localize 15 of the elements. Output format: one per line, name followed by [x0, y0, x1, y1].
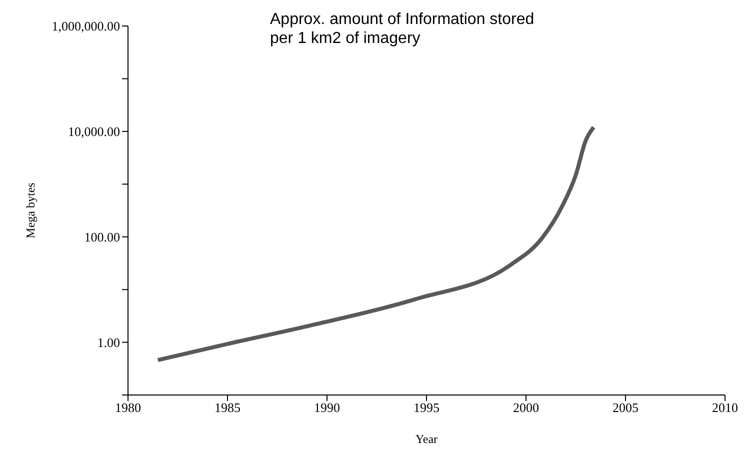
x-tick-label: 1995: [414, 400, 440, 416]
x-tick-label: 2000: [513, 400, 539, 416]
y-tick-label: 1,000,000.00: [52, 18, 120, 34]
line-series: [156, 125, 596, 362]
y-tick-label: 100.00: [84, 229, 120, 244]
x-tick-label: 1990: [314, 400, 340, 416]
x-axis-title: Year: [415, 432, 438, 446]
y-axis-title: Mega bytes: [23, 182, 38, 238]
y-tick-label: 10,000.00: [68, 124, 120, 140]
x-tick-label: 1980: [115, 400, 141, 416]
x-tick-label: 2005: [612, 400, 638, 416]
y-tick-label: 1.00: [97, 334, 120, 350]
x-tick-label: 2010: [712, 400, 738, 416]
chart-title: Approx. amount of Information stored per 1 km2 of imagery: [270, 10, 536, 48]
x-tick-label: 1985: [214, 400, 240, 416]
